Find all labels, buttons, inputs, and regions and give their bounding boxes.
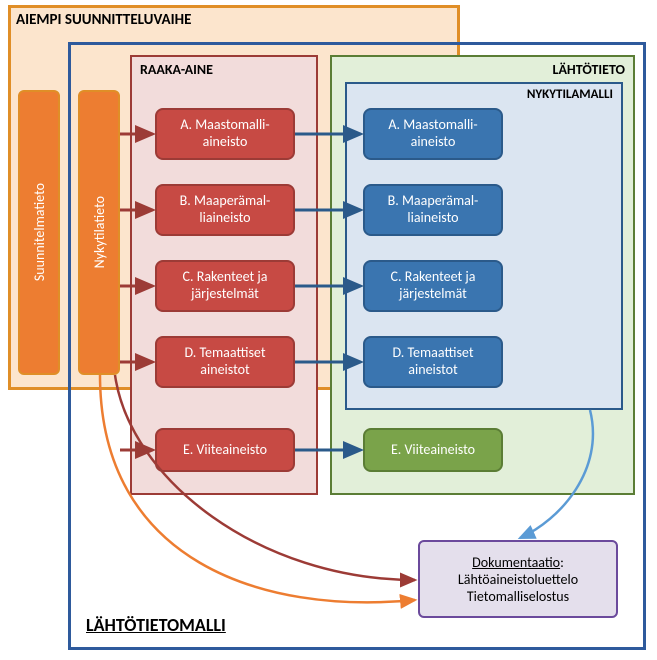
raaka-node-c: C. Rakenteet ja järjestelmät (155, 260, 295, 312)
label-nykytilamalli: NYKYTILAMALLI (527, 87, 613, 102)
label-lahtotietomalli: LÄHTÖTIETOMALLI (86, 614, 226, 636)
raaka-node-e: E. Viiteaineisto (155, 428, 295, 472)
lahto-node-b: B. Maaperämal-liaineisto (363, 184, 503, 236)
lahto-node-e: E. Viiteaineisto (363, 428, 503, 472)
raaka-node-b: B. Maaperämal-liaineisto (155, 184, 295, 236)
bar-suunnitelmatieto: Suunnitelmatieto (18, 90, 60, 375)
lahto-node-a: A. Maastomalli-aineisto (363, 108, 503, 160)
doku-title: Dokumentaatio (472, 554, 560, 571)
raaka-node-d: D. Temaattiset aineistot (155, 336, 295, 388)
raaka-node-a: A. Maastomalli-aineisto (155, 108, 295, 160)
doku-line2: Tietomalliselostus (467, 588, 569, 605)
lahto-node-d: D. Temaattiset aineistot (363, 336, 503, 388)
doku-line1: Lähtöaineistoluettelo (458, 571, 578, 588)
box-dokumentaatio: Dokumentaatio: Lähtöaineistoluettelo Tie… (418, 540, 618, 618)
label-lahtotieto: LÄHTÖTIETO (553, 61, 625, 78)
label-aiempi: AIEMPI SUUNNITTELUVAIHE (16, 11, 191, 29)
label-raaka-aine: RAAKA-AINE (140, 61, 213, 78)
lahto-node-c: C. Rakenteet ja järjestelmät (363, 260, 503, 312)
bar-nykytilatieto-label: Nykytilatieto (91, 196, 108, 268)
bar-nykytilatieto: Nykytilatieto (78, 90, 120, 375)
bar-suunnitelmatieto-label: Suunnitelmatieto (31, 183, 48, 281)
